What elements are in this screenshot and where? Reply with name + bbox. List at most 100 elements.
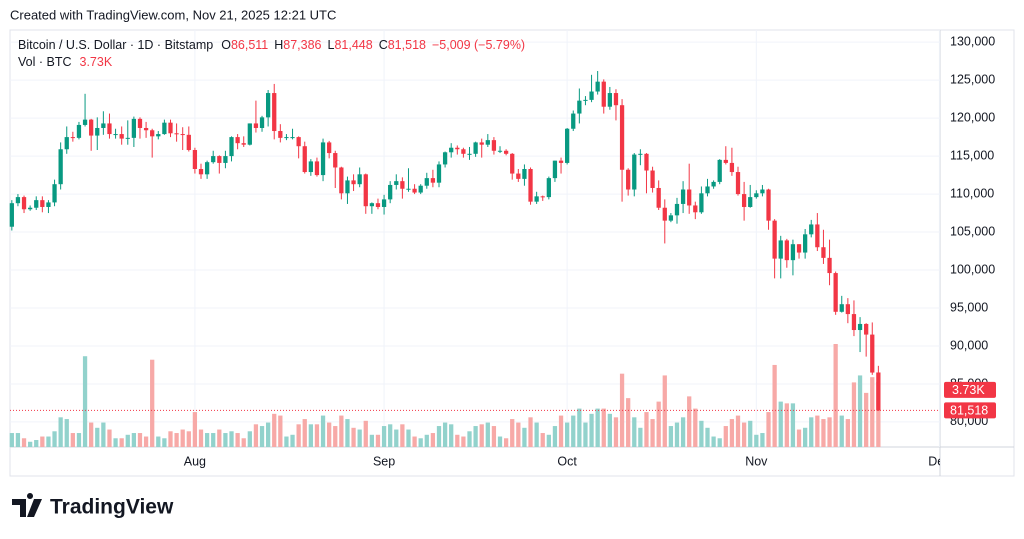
volume-bar — [314, 424, 320, 447]
volume-bar — [577, 408, 582, 447]
x-tick-label: Oct — [557, 454, 577, 468]
candle-body — [345, 180, 350, 194]
candle-body — [9, 203, 14, 227]
y-tick-label: 90,000 — [950, 338, 988, 352]
candle-body — [284, 137, 289, 139]
volume-bar — [851, 382, 857, 447]
candle-body — [211, 156, 216, 163]
volume-bar — [284, 436, 289, 447]
volume-bar — [70, 433, 75, 447]
volume-bar — [64, 419, 69, 447]
volume-bar — [363, 420, 368, 447]
candle-body — [235, 137, 240, 144]
volume-bar — [174, 433, 179, 447]
candle-body — [52, 184, 57, 203]
candle-body — [455, 147, 460, 150]
volume-bar — [687, 396, 692, 447]
volume-bar — [815, 415, 820, 447]
candle-body — [717, 159, 722, 182]
logo: TradingView — [12, 493, 174, 519]
candle-body — [406, 188, 411, 190]
candle-body — [528, 169, 533, 202]
volume-bar — [424, 434, 429, 447]
volume-bar — [516, 422, 521, 447]
candle-body — [516, 173, 521, 179]
candle-body — [626, 169, 631, 190]
volume-bar — [381, 426, 387, 447]
candle-body — [809, 224, 814, 235]
volume-bar — [241, 438, 246, 447]
candle-body — [143, 127, 149, 131]
ohlc-value: 86,511 — [231, 38, 268, 52]
ohlc-prefix: C — [379, 38, 388, 52]
y-tick-label: 125,000 — [950, 72, 995, 86]
volume-bar — [833, 344, 838, 447]
candle-body — [204, 162, 210, 175]
volume-bar — [198, 429, 204, 447]
candle-body — [479, 142, 484, 145]
volume-bar — [9, 433, 14, 447]
candle-body — [259, 117, 265, 128]
candle-body — [70, 137, 75, 139]
last-price-label: 81,518 — [950, 404, 988, 418]
volume-bar — [15, 433, 21, 447]
candle-body — [418, 185, 423, 193]
volume-bar — [766, 412, 771, 447]
ohlc-value: 87,386 — [283, 38, 321, 52]
last-volume-label: 3.73K — [952, 383, 985, 397]
candle-body — [265, 93, 271, 118]
change: −5,009 (−5.79%) — [432, 38, 525, 52]
candle-body — [674, 203, 680, 216]
volume-bar — [320, 415, 326, 447]
volume-bar — [510, 419, 515, 447]
candle-body — [601, 81, 606, 107]
candle-body — [699, 193, 704, 213]
candle-body — [156, 134, 161, 137]
volume-bar — [870, 377, 875, 447]
candle-body — [589, 91, 594, 100]
candle-body — [632, 154, 637, 190]
legend: Bitcoin / U.S. Dollar · 1D · Bitstamp O86… — [18, 38, 525, 69]
candle-body — [101, 123, 106, 128]
volume-bar — [662, 375, 667, 447]
last-volume-box — [944, 381, 996, 398]
candle-body — [400, 181, 405, 189]
chart-frame — [9, 29, 1015, 477]
volume-bar — [522, 427, 527, 447]
candle-body — [803, 234, 808, 253]
volume-bar — [235, 433, 240, 447]
candle-body — [253, 123, 259, 128]
volume-bar — [674, 422, 680, 447]
volume-bar — [278, 415, 283, 447]
candle-body — [467, 153, 472, 155]
volume-bar — [735, 415, 741, 447]
candle-body — [839, 304, 844, 312]
candle-body — [302, 146, 307, 173]
volume-bar — [772, 364, 777, 447]
volume-bar — [748, 420, 753, 447]
candle-body — [436, 164, 442, 183]
volume-bar — [827, 417, 832, 447]
volume-bar — [156, 436, 161, 447]
candle-body — [369, 203, 375, 207]
axes: 80,00085,00090,00095,000100,000105,00011… — [10, 34, 996, 468]
candle-body — [711, 181, 716, 187]
candle-body — [497, 150, 503, 152]
candle-body — [491, 140, 497, 151]
volume-bar — [430, 433, 436, 447]
volume-bar — [595, 408, 600, 447]
volume-bar — [351, 427, 356, 447]
candle-body — [864, 323, 869, 335]
volume-bar — [259, 426, 265, 447]
volume-bar — [461, 436, 466, 447]
candle-body — [870, 334, 875, 373]
candle-body — [162, 122, 167, 135]
volume-bar — [394, 429, 399, 447]
volume-bar — [491, 426, 497, 447]
volume-bar — [82, 356, 88, 447]
volume-bar — [857, 375, 863, 447]
volume-bar — [778, 401, 783, 447]
y-tick-label: 110,000 — [950, 186, 994, 200]
volume-bar — [192, 412, 198, 447]
candle-body — [772, 220, 777, 259]
